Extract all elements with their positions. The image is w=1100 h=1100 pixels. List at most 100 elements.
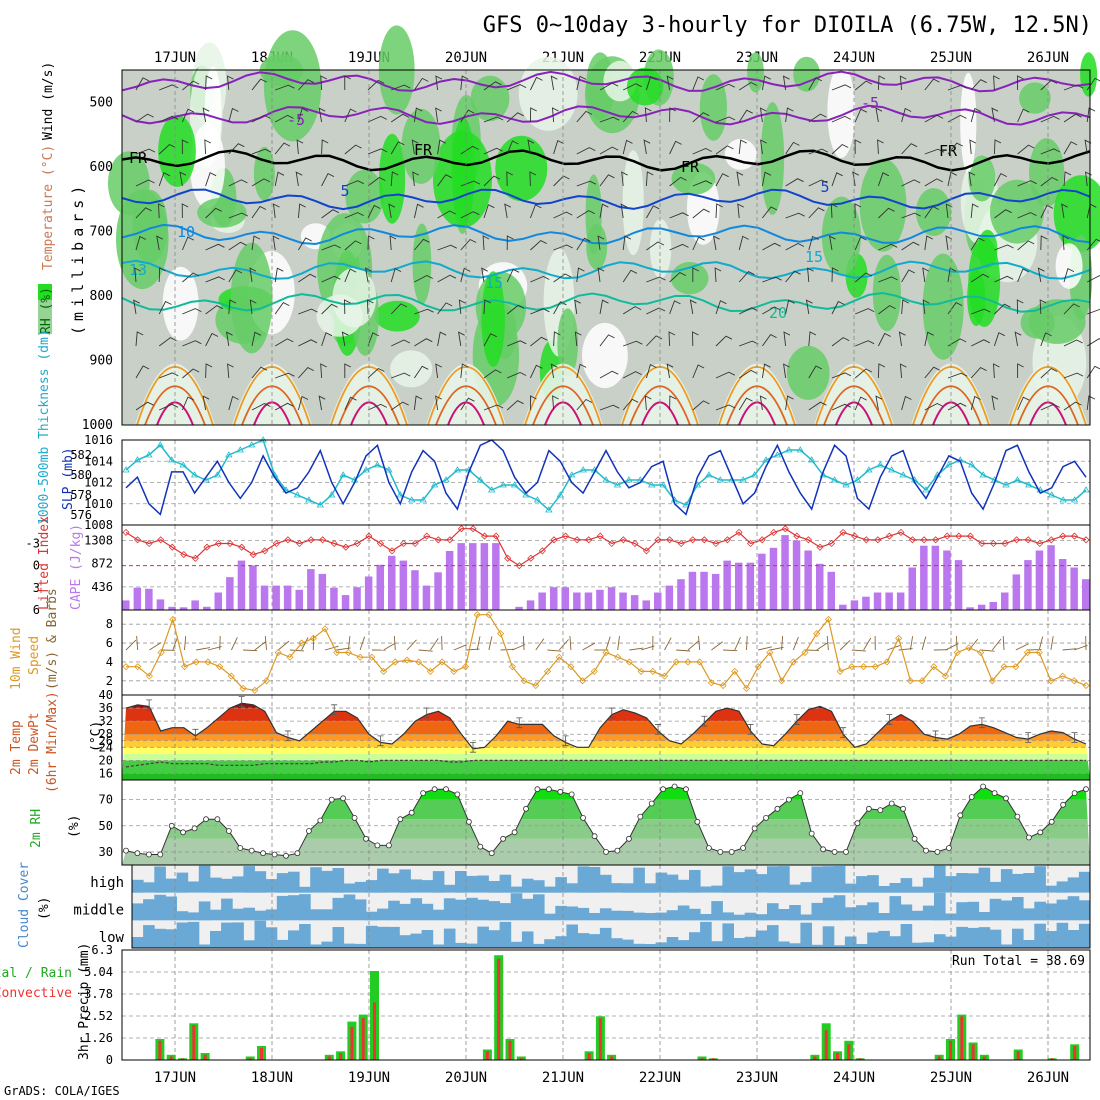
thickness-point: [1070, 496, 1079, 503]
rh-point: [363, 835, 369, 842]
wind-speed-point: [778, 677, 786, 685]
lifted-index-point: [226, 539, 234, 548]
rh-point: [1048, 818, 1055, 825]
wind-barb: [458, 299, 466, 315]
wind-barb: [669, 176, 687, 187]
cape-bar: [295, 589, 303, 610]
cloud-cover-cell: [711, 901, 723, 921]
wind-speed-point: [485, 611, 493, 619]
wind-barb: [393, 635, 396, 651]
wind-barb: [622, 371, 642, 379]
cloud-cover-cell: [154, 894, 166, 921]
cloud-cover-cell: [555, 936, 567, 948]
wind-barb: [251, 331, 262, 347]
wind-speed-point: [508, 663, 516, 671]
cloud-cover-cell: [533, 943, 545, 948]
cloud-cover-cell: [767, 903, 779, 921]
wind-barb: [1040, 332, 1052, 347]
wind-barb: [275, 84, 295, 91]
wind-barb: [483, 204, 495, 219]
precip-convective-bar: [1016, 1051, 1020, 1060]
cloud-cover-cell: [611, 938, 623, 948]
wind-barb: [158, 172, 171, 187]
wind-speed-point: [532, 681, 540, 690]
cloud-cover-cell: [722, 923, 734, 948]
cloud-cover-cell: [989, 881, 1002, 893]
cloud-cover-cell: [477, 875, 489, 893]
cloud-cover-cell: [176, 911, 189, 921]
wind-barb: [738, 271, 755, 283]
wind-barb: [574, 299, 581, 315]
cape-bar: [873, 592, 882, 610]
lifted-index-point: [527, 554, 535, 562]
cloud-cover-cell: [733, 938, 746, 948]
wind-barb: [808, 179, 828, 187]
wind-barb: [135, 365, 150, 379]
cloud-cover-cell: [622, 939, 634, 948]
wind-barb: [854, 272, 873, 283]
wind-barb: [437, 139, 447, 155]
rh-point: [637, 813, 644, 820]
precip-conv-label: Convective: [0, 986, 72, 1001]
slp-line: [125, 439, 1087, 516]
thickness-point: [876, 461, 884, 468]
lifted-index-point: [353, 539, 361, 548]
wind-barb: [1063, 171, 1072, 187]
cloud-cover-cell: [132, 937, 144, 948]
wind-barb: [483, 333, 497, 347]
cloud-cover-cell: [421, 903, 434, 921]
wind-barb: [854, 80, 873, 91]
wind-barb: [692, 208, 710, 219]
cloud-cover-cell: [733, 872, 746, 893]
lifted-index-point: [330, 539, 338, 548]
wind-barb: [738, 235, 749, 251]
wind-barb: [158, 300, 172, 315]
wind-barb: [159, 403, 179, 411]
rh-point: [728, 849, 735, 855]
wind-barb: [344, 108, 357, 123]
minmax-errorbar: [701, 715, 708, 727]
cloud-cover-cell: [911, 886, 924, 893]
rh-band: [122, 819, 1090, 839]
cape-bar: [411, 570, 419, 610]
cloud-cover-cell: [265, 927, 278, 948]
wind-speed-point: [1070, 677, 1078, 685]
wind-speed-point: [438, 658, 446, 666]
wind-barb: [689, 299, 697, 315]
thickness-point: [510, 481, 519, 488]
rh-blob: [390, 350, 433, 388]
rh-blob: [922, 253, 964, 360]
wind-speed-point: [368, 653, 376, 661]
wind-barb: [714, 267, 722, 283]
wind-barb: [947, 338, 967, 347]
rh-point: [740, 845, 746, 851]
cape-bar: [896, 592, 905, 610]
wind-barb: [1017, 180, 1037, 187]
cape-bar: [943, 550, 951, 610]
wind-barb: [506, 140, 519, 155]
cloud-row-label: middle: [73, 903, 124, 919]
wind-barb: [552, 395, 559, 411]
upper-air-side-labels: RH (%) Temperature (°C) Wind (m/s) (mill…: [38, 62, 87, 335]
rh-blob: [332, 267, 377, 328]
rh-point: [191, 825, 198, 832]
precip-convective-bar: [836, 1053, 839, 1060]
cape-bar: [1024, 560, 1032, 610]
wind-speed-point: [1035, 648, 1043, 657]
wind-barb: [909, 636, 914, 651]
wind-barb: [182, 368, 200, 379]
cloud-cover-cell: [321, 941, 333, 948]
thickness-point: [213, 471, 222, 478]
lifted-index-point: [908, 536, 917, 544]
lifted-index-point: [573, 536, 581, 544]
date-label: 24JUN: [833, 50, 875, 66]
wind-barb: [645, 75, 657, 91]
wind-speed-point: [473, 611, 481, 619]
cloud-cover-cell: [187, 881, 200, 893]
cape-bar: [677, 579, 685, 610]
cloud-cover-cell: [265, 909, 278, 921]
cape-bar: [977, 604, 986, 610]
lifted-index-point: [585, 536, 593, 544]
cloud-row-label: high: [90, 875, 124, 891]
cloud-cover-cell: [377, 868, 389, 893]
